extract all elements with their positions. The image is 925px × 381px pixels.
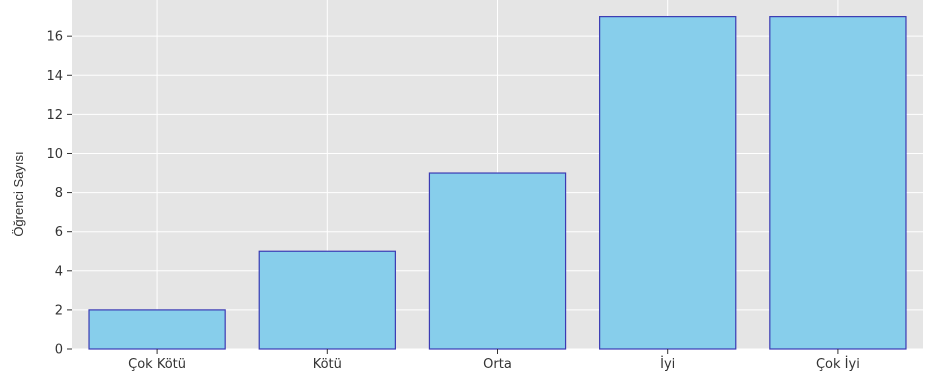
y-tick-label: 2 bbox=[55, 303, 63, 318]
bar-1 bbox=[88, 309, 226, 350]
x-tick-label: İyi bbox=[660, 356, 675, 372]
bar-4 bbox=[599, 16, 737, 350]
y-axis-label: Öğrenci Sayısı bbox=[11, 151, 26, 236]
y-axis: 0 2 4 6 8 10 12 14 16 bbox=[46, 30, 72, 358]
y-tick-label: 12 bbox=[46, 108, 63, 123]
y-tick-label: 0 bbox=[55, 343, 63, 358]
y-tick-label: 4 bbox=[55, 264, 63, 279]
x-tick-label: Kötü bbox=[313, 357, 342, 372]
bars bbox=[88, 16, 907, 350]
y-tick-label: 16 bbox=[46, 30, 63, 45]
y-tick-label: 8 bbox=[55, 186, 63, 201]
bar-2 bbox=[258, 250, 396, 350]
y-tick-label: 6 bbox=[55, 225, 63, 240]
y-tick-label: 10 bbox=[46, 147, 63, 162]
x-tick-label: Orta bbox=[483, 357, 512, 372]
x-tick-label: Çok Kötü bbox=[128, 357, 186, 372]
x-axis: Çok Kötü Kötü Orta İyi Çok İyi bbox=[128, 349, 860, 372]
y-tick-label: 14 bbox=[46, 69, 63, 84]
bar-3 bbox=[428, 172, 567, 350]
bar-5 bbox=[769, 16, 907, 350]
x-tick-label: Çok İyi bbox=[816, 356, 860, 372]
